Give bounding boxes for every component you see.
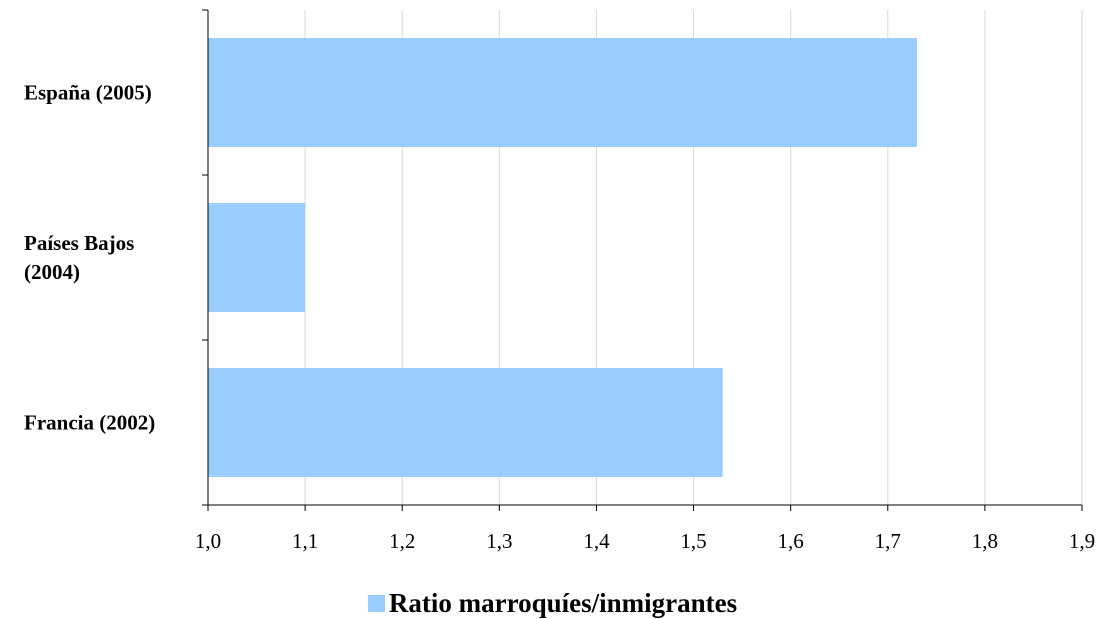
category-label: España (2005) — [24, 81, 152, 105]
x-tick-label: 1,0 — [195, 529, 221, 553]
x-tick-label: 1,8 — [972, 529, 998, 553]
legend-label: Ratio marroquíes/inmigrantes — [388, 588, 738, 618]
category-label: Francia (2002) — [24, 411, 155, 435]
x-tick-label: 1,2 — [389, 529, 415, 553]
x-tick-label: 1,7 — [875, 529, 901, 553]
chart-canvas: 1,0 1,1 1,2 1,3 1,4 1,5 1,6 1,7 1,8 1,9 España (20… — [24, 9, 1095, 553]
x-tick-label: 1,5 — [680, 529, 706, 553]
x-tick-label: 1,4 — [583, 529, 610, 553]
x-tick-label: 1,1 — [292, 529, 318, 553]
bar-1 — [208, 38, 917, 147]
x-tick-label: 1,3 — [486, 529, 512, 553]
x-tick-label: 1,6 — [778, 529, 804, 553]
bar-2 — [208, 203, 306, 312]
x-tick-label: 1,9 — [1069, 529, 1095, 553]
bar-3 — [208, 368, 723, 477]
category-label: Países Bajos (2004) — [24, 231, 134, 284]
legend: Ratio marroquíes/inmigrantes — [0, 588, 1105, 618]
legend-swatch — [367, 594, 385, 612]
